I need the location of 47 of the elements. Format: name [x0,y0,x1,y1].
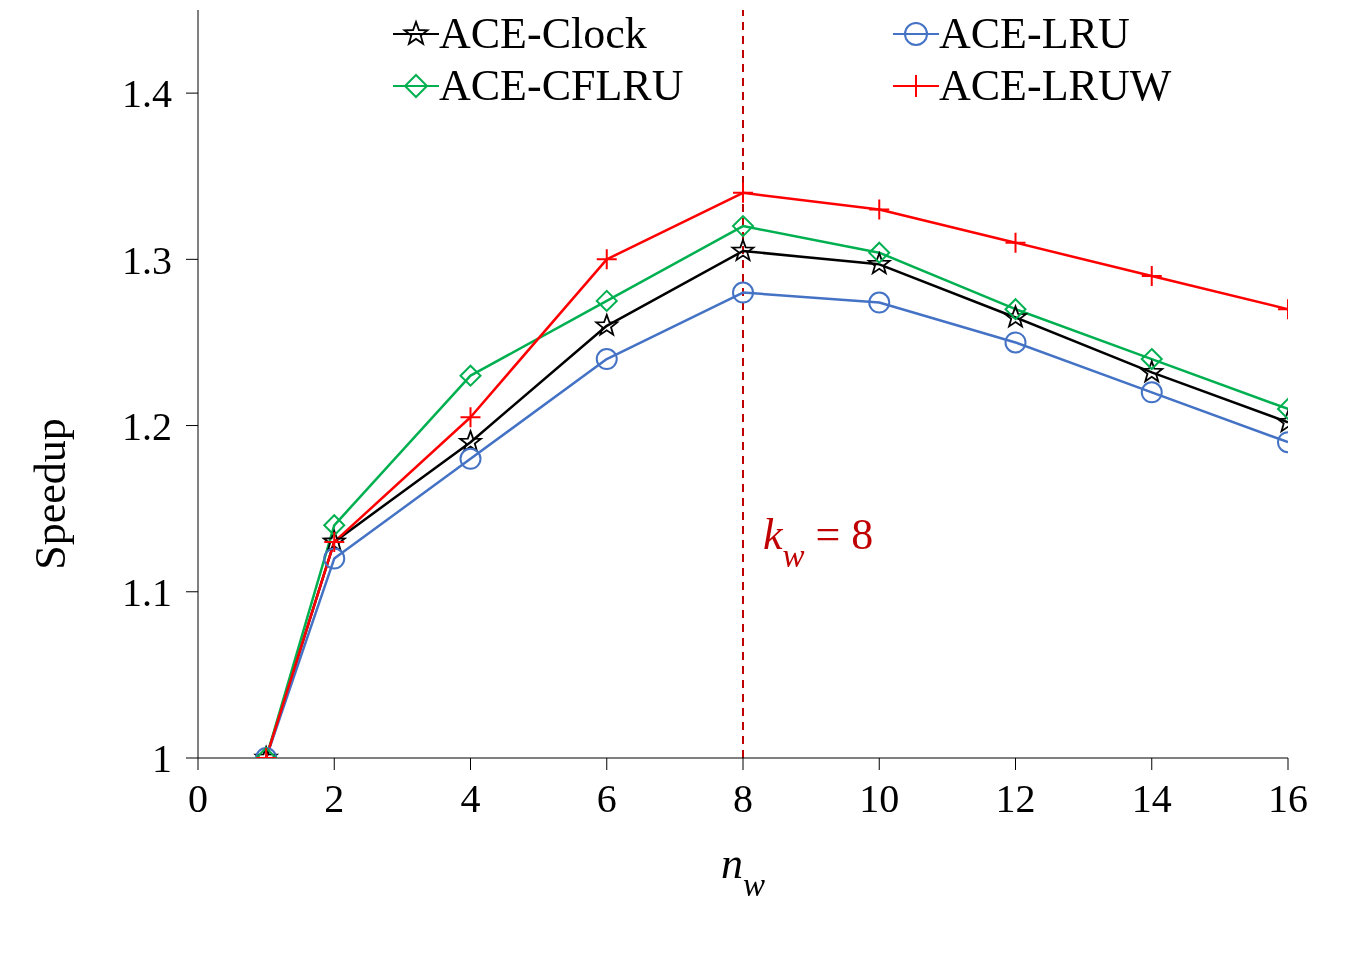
point [459,430,482,452]
y-tick-label: 1.4 [122,71,172,117]
x-tick-label: 10 [859,776,900,822]
point [1004,231,1027,254]
legend-label: ACE-CFLRU [439,60,684,112]
point [459,364,482,387]
legend-label: ACE-LRU [939,8,1130,60]
x-tick-label: 2 [324,776,345,822]
x-tick-label: 0 [188,776,208,822]
point [1004,305,1027,328]
point [323,514,346,537]
point [595,248,618,271]
x-tick-label: 8 [733,776,753,822]
point [1004,331,1027,354]
point [868,291,891,314]
point [1140,264,1163,287]
y-tick-label: 1.3 [122,237,172,283]
legend-label: ACE-LRUW [939,60,1172,112]
point [1140,381,1163,404]
y-axis-title: Speedup [25,418,75,570]
point [867,252,891,275]
point [595,348,618,371]
point [1004,298,1027,321]
point [868,198,891,221]
point [595,289,618,312]
y-tick-label: 1.1 [122,569,172,615]
point [868,241,891,264]
x-tick-label: 4 [460,776,481,822]
point [732,215,754,238]
point [459,406,482,429]
legend-label: ACE-Clock [439,8,647,60]
x-tick-label: 14 [1131,776,1172,822]
x-axis-title: n$_{w}$ [720,839,766,903]
ref-line-label: k$_{w}$ = 8 [763,509,874,574]
point [459,447,482,470]
point [323,547,346,570]
x-tick-label: 16 [1268,776,1308,822]
point [732,181,754,204]
y-tick-label: 1 [152,736,172,782]
point [1140,348,1163,371]
x-tick-label: 12 [995,776,1036,822]
y-tick-label: 1.2 [122,403,172,449]
point [731,239,755,261]
point [732,281,754,304]
point [595,313,619,336]
point [1140,360,1164,383]
x-tick-label: 6 [596,776,617,822]
